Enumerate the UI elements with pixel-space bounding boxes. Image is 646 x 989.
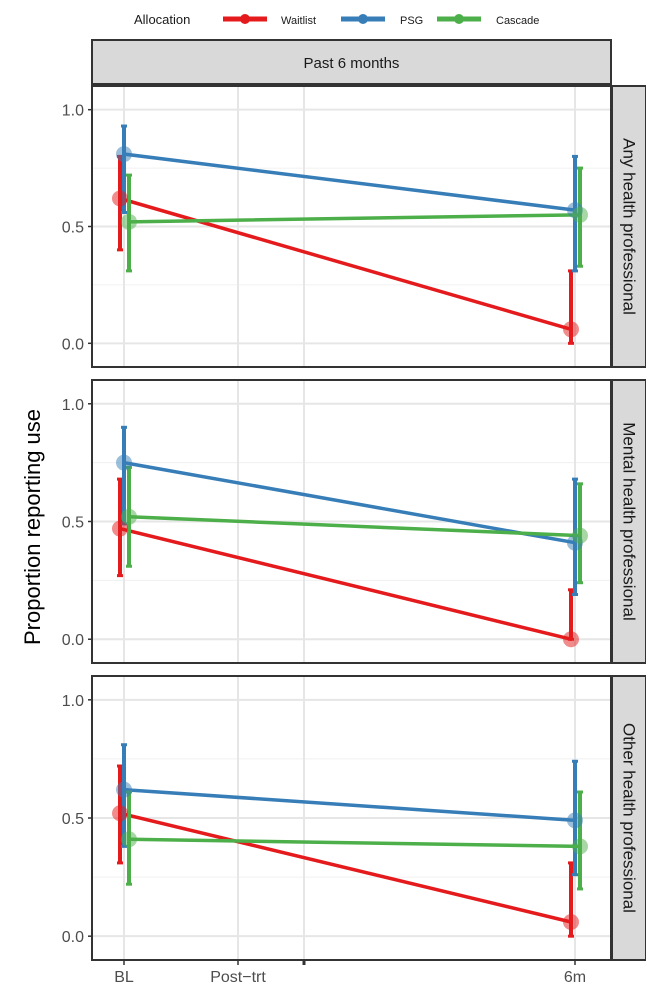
y-tick-label: 0.5 bbox=[62, 515, 84, 532]
series-line-psg bbox=[122, 152, 577, 212]
series-line-waitlist bbox=[118, 811, 573, 924]
y-tick-label: 1.0 bbox=[62, 397, 84, 414]
data-point-cascade bbox=[572, 838, 588, 855]
y-tick-label: 1.0 bbox=[62, 103, 84, 120]
y-tick-label: 0.0 bbox=[62, 336, 84, 353]
data-point-cascade bbox=[121, 213, 137, 230]
legend-label-cascade: Cascade bbox=[496, 15, 539, 27]
y-tick-label: 0.5 bbox=[62, 220, 84, 237]
data-point-cascade bbox=[572, 206, 588, 223]
series-line-psg bbox=[122, 460, 577, 545]
data-point-cascade bbox=[121, 831, 137, 848]
column-strip-label: Past 6 months bbox=[304, 55, 400, 72]
x-tick-label: BL bbox=[114, 969, 134, 986]
row-strip-label: Any health professional bbox=[620, 138, 639, 315]
row-strip-0 bbox=[611, 85, 646, 368]
data-point-waitlist bbox=[112, 805, 128, 822]
y-tick-label: 0.5 bbox=[62, 811, 84, 828]
row-strip-1 bbox=[611, 379, 646, 664]
series-line-cascade bbox=[127, 515, 582, 538]
series-line-psg bbox=[122, 787, 577, 823]
series-line-cascade bbox=[127, 837, 582, 849]
data-point-waitlist bbox=[112, 520, 128, 537]
data-point-psg bbox=[116, 146, 132, 163]
data-point-waitlist bbox=[112, 190, 128, 207]
y-tick-label: 1.0 bbox=[62, 693, 84, 710]
y-tick-label: 0.0 bbox=[62, 929, 84, 946]
data-point-psg bbox=[567, 812, 583, 829]
legend-key-point-waitlist bbox=[240, 14, 250, 24]
x-tick-label: 6m bbox=[564, 969, 586, 986]
legend-label-waitlist: Waitlist bbox=[281, 15, 316, 27]
y-tick-label: 0.0 bbox=[62, 632, 84, 649]
legend-title: Allocation bbox=[134, 12, 190, 27]
data-point-waitlist bbox=[563, 914, 579, 930]
x-tick-label: Post−trt bbox=[210, 969, 266, 986]
column-strip bbox=[91, 39, 612, 85]
row-strip-label: Mental health professional bbox=[620, 422, 639, 620]
data-point-cascade bbox=[572, 527, 588, 544]
data-point-psg bbox=[116, 781, 132, 798]
row-strip-label: Other health professional bbox=[620, 723, 639, 913]
data-point-psg bbox=[116, 454, 132, 471]
y-axis-title: Proportion reporting use bbox=[20, 409, 45, 645]
legend-key-point-cascade bbox=[454, 14, 464, 24]
legend-label-psg: PSG bbox=[400, 15, 423, 27]
series-line-cascade bbox=[127, 213, 582, 224]
data-point-cascade bbox=[121, 508, 137, 525]
series-line-waitlist bbox=[118, 526, 573, 641]
legend-key-point-psg bbox=[358, 14, 368, 24]
data-point-waitlist bbox=[563, 631, 579, 648]
row-strip-2 bbox=[611, 675, 646, 961]
data-point-waitlist bbox=[563, 321, 579, 338]
